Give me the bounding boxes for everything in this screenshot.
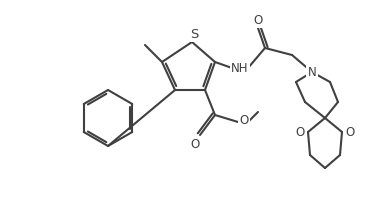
Text: N: N — [308, 65, 316, 79]
Text: O: O — [253, 13, 263, 27]
Text: NH: NH — [231, 61, 249, 74]
Text: O: O — [239, 113, 249, 126]
Text: O: O — [345, 125, 355, 138]
Text: S: S — [190, 28, 198, 40]
Text: O: O — [295, 125, 305, 138]
Text: O: O — [191, 138, 200, 152]
